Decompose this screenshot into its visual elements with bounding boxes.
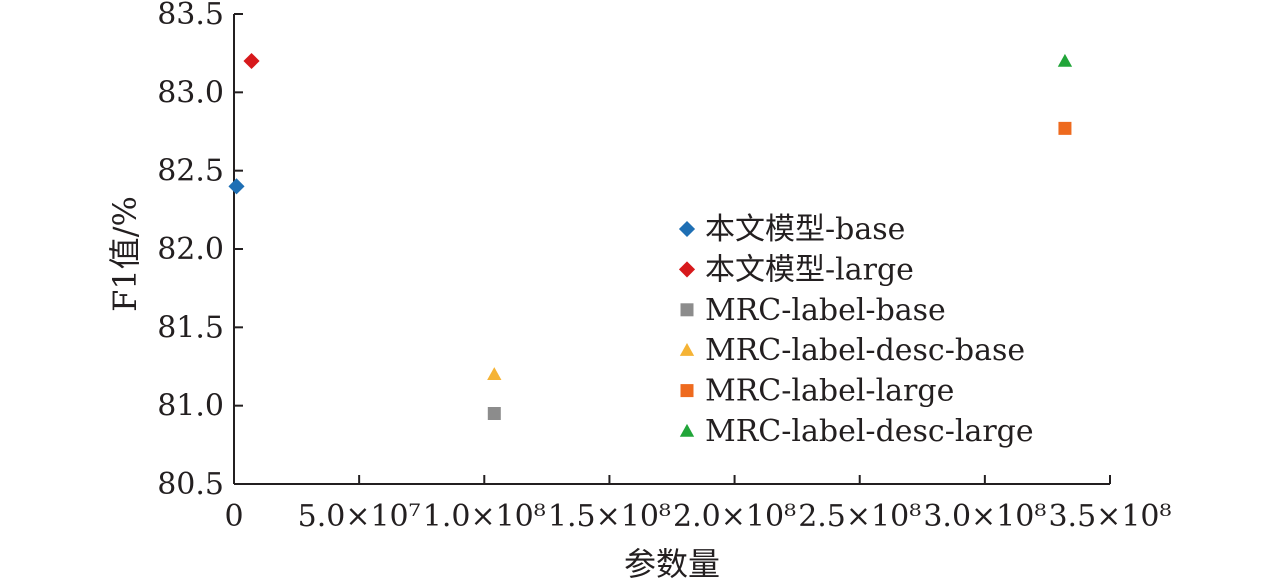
- y-tick-label: 81.0: [157, 389, 224, 424]
- legend-label: MRC-label-desc-large: [705, 414, 1034, 449]
- legend-label: MRC-label-base: [705, 293, 946, 328]
- x-tick-label: 1.0×10⁸: [423, 499, 546, 534]
- legend-label: 本文模型-large: [705, 252, 914, 287]
- x-ticks: 0 5.0×10⁷ 1.0×10⁸ 1.5×10⁸ 2.0×10⁸ 2.5×10⁸ 3.0×…: [224, 475, 1172, 534]
- data-points: [228, 52, 1073, 420]
- y-tick-label: 82.5: [157, 154, 224, 189]
- legend-marker: [680, 384, 694, 398]
- x-tick-label: 2.5×10⁸: [798, 499, 921, 534]
- legend-label: MRC-label-large: [705, 374, 954, 409]
- legend-label: MRC-label-desc-base: [705, 333, 1025, 368]
- x-tick-label: 5.0×10⁷: [298, 499, 421, 534]
- legend: 本文模型-base 本文模型-large MRC-label-base MRC-lab…: [678, 212, 1034, 449]
- y-tick-label: 83.5: [157, 0, 224, 32]
- data-point: [487, 407, 501, 420]
- y-tick-label: 81.5: [157, 310, 224, 345]
- legend-label: 本文模型-base: [705, 212, 905, 247]
- data-point: [487, 367, 502, 381]
- legend-marker: [678, 220, 696, 238]
- data-point: [228, 178, 245, 195]
- x-tick-label: 1.5×10⁸: [548, 499, 671, 534]
- x-tick-label: 3.5×10⁸: [1048, 499, 1171, 534]
- legend-marker: [678, 261, 696, 278]
- y-tick-label: 80.5: [157, 467, 224, 502]
- x-tick-label: 0: [224, 499, 243, 534]
- x-axis-title: 参数量: [624, 545, 720, 583]
- y-tick-label: 82.0: [157, 232, 224, 267]
- data-point: [1058, 121, 1072, 135]
- data-point: [1057, 53, 1073, 67]
- legend-marker: [679, 343, 695, 356]
- y-tick-label: 83.0: [157, 75, 224, 110]
- x-tick-label: 3.0×10⁸: [923, 499, 1046, 534]
- legend-marker: [679, 423, 695, 437]
- y-ticks: 80.5 81.0 81.5 82.0 82.5 83.0 83.5: [157, 0, 243, 502]
- y-axis-title: F1值/%: [106, 196, 144, 312]
- x-tick-label: 2.0×10⁸: [673, 499, 796, 534]
- legend-marker: [680, 303, 694, 317]
- data-point: [243, 52, 260, 70]
